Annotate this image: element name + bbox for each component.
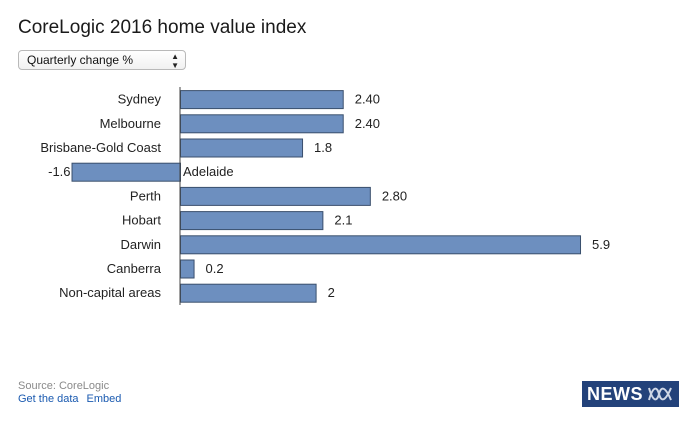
category-label: Perth	[130, 188, 161, 203]
category-label: Canberra	[107, 261, 162, 276]
category-label: Darwin	[121, 237, 161, 252]
category-label: Brisbane-Gold Coast	[40, 140, 161, 155]
bar-hobart	[180, 211, 324, 231]
category-label: Adelaide	[183, 164, 234, 179]
news-logo-text: NEWS	[587, 383, 643, 404]
embed-link[interactable]: Embed	[86, 393, 122, 405]
bar-chart: Sydney 2.40 Melbourne 2.40 Brisbane-Gold Coa…	[40, 87, 610, 305]
category-label: Hobart	[122, 213, 161, 228]
get-data-link[interactable]: Get the data	[18, 393, 79, 405]
bars-layer	[71, 90, 582, 303]
value-label: 2.1	[334, 213, 352, 228]
value-label: 0.2	[206, 261, 224, 276]
bar-melbourne	[180, 114, 344, 134]
category-label: Melbourne	[100, 116, 161, 131]
bar-brisbane-gold-coast	[180, 138, 304, 158]
value-label: 2.40	[355, 116, 380, 131]
bar-darwin	[180, 235, 582, 255]
bar-sydney	[180, 90, 344, 110]
chart-footer: Source: CoreLogic Get the data Embed	[18, 380, 129, 406]
value-label: 1.8	[314, 140, 332, 155]
bar-non-capital-areas	[180, 283, 317, 303]
value-label: 2.80	[382, 188, 407, 203]
bar-canberra	[180, 259, 195, 279]
bar-perth	[180, 186, 371, 206]
metric-select[interactable]: Quarterly change % ▲ ▼	[18, 50, 186, 70]
bar-adelaide	[71, 162, 181, 182]
value-label: -1.6	[48, 164, 70, 179]
metric-select-value: Quarterly change %	[27, 53, 134, 67]
category-label: Sydney	[118, 92, 162, 107]
chart-title: CoreLogic 2016 home value index	[18, 17, 307, 38]
source-note: Source: CoreLogic	[18, 380, 110, 392]
labels-layer: Sydney 2.40 Melbourne 2.40 Brisbane-Gold Coa…	[40, 92, 610, 301]
value-label: 2	[328, 285, 335, 300]
category-label: Non-capital areas	[59, 285, 161, 300]
value-label: 5.9	[592, 237, 610, 252]
value-label: 2.40	[355, 92, 380, 107]
select-arrows-icon: ▲ ▼	[171, 52, 179, 70]
abc-lissajous-icon	[648, 387, 672, 401]
news-logo: NEWS	[582, 381, 679, 407]
